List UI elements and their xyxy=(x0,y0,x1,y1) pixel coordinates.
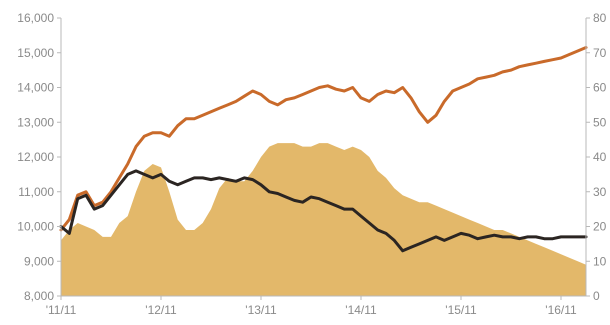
x-tick-label: '11/11 xyxy=(46,303,77,317)
left-tick-label: 9,000 xyxy=(24,254,54,268)
right-tick-label: 20 xyxy=(593,220,607,234)
right-tick-label: 10 xyxy=(593,254,607,268)
left-tick-label: 13,000 xyxy=(17,115,54,129)
right-tick-label: 0 xyxy=(593,289,600,303)
left-tick-label: 15,000 xyxy=(17,46,54,60)
x-tick-label: '15/11 xyxy=(445,303,477,317)
x-tick-label: '13/11 xyxy=(245,303,277,317)
series-0-area xyxy=(61,143,586,296)
right-tick-label: 30 xyxy=(593,185,607,199)
axes-layer xyxy=(57,17,590,300)
x-tick-label: '16/11 xyxy=(545,303,577,317)
left-tick-label: 16,000 xyxy=(17,11,54,25)
right-tick-label: 80 xyxy=(593,11,607,25)
line-series-layer xyxy=(59,46,588,253)
x-tick-label: '14/11 xyxy=(345,303,377,317)
right-tick-label: 60 xyxy=(593,81,607,95)
left-tick-label: 14,000 xyxy=(17,81,54,95)
x-tick-label: '12/11 xyxy=(145,303,177,317)
left-tick-label: 11,000 xyxy=(18,185,54,199)
right-tick-label: 40 xyxy=(593,150,607,164)
right-tick-label: 70 xyxy=(593,46,607,60)
area-series-layer xyxy=(61,143,586,296)
series-2-line xyxy=(59,169,588,253)
left-tick-label: 10,000 xyxy=(17,220,54,234)
tick-labels-layer: 8,000 9,000 10,000 11,000 12,000 13,000 14,000… xyxy=(17,11,606,317)
left-tick-label: 12,000 xyxy=(17,150,54,164)
series-1-line xyxy=(59,46,588,232)
left-tick-label: 8,000 xyxy=(24,289,54,303)
right-tick-label: 50 xyxy=(593,115,607,129)
